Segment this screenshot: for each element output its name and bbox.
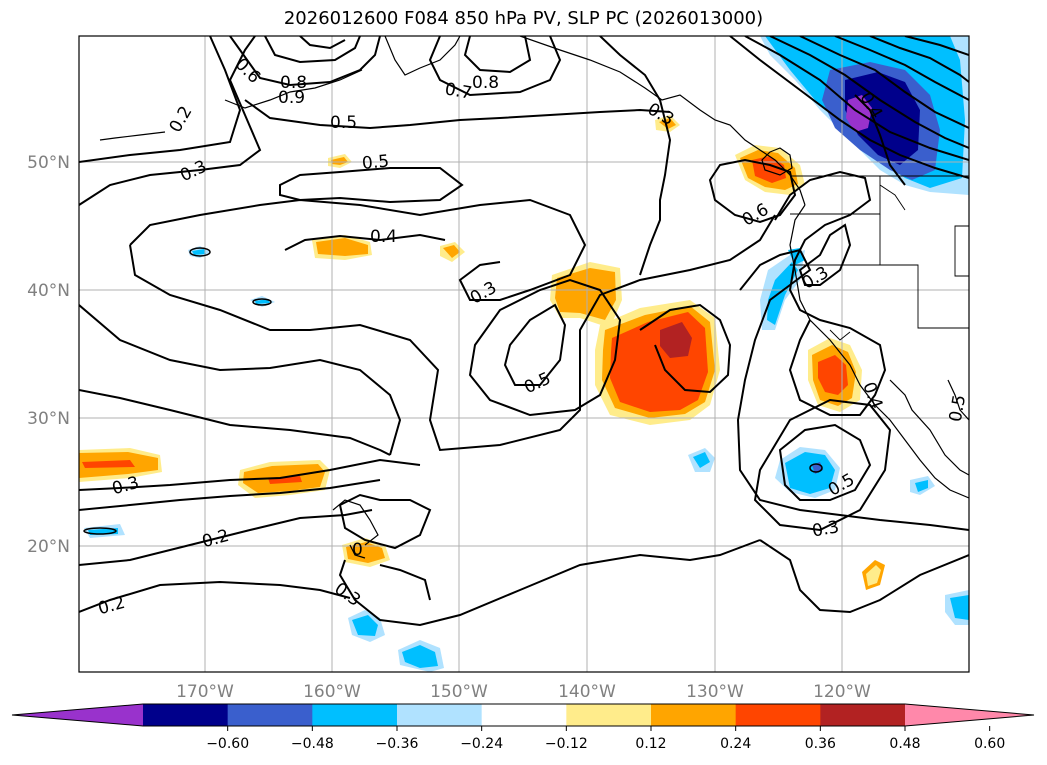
colorbar-tick-label: −0.60: [206, 736, 249, 752]
colorbar-extend-low: [12, 704, 143, 726]
lon-label-130w: 130°W: [686, 682, 744, 702]
contour-label: 0.5: [361, 152, 390, 174]
colorbar-bin: [651, 704, 737, 726]
colorbar-bin: [735, 704, 821, 726]
lat-label-40n: 40°N: [27, 281, 70, 301]
contour-label: 0.5: [330, 113, 357, 133]
colorbar-tick-label: 0.12: [635, 736, 666, 752]
colorbar-bin: [566, 704, 652, 726]
graticule: [79, 36, 969, 672]
colorbar-bin: [397, 704, 483, 726]
lon-label-150w: 150°W: [430, 682, 488, 702]
map-area: 0.2 0.3 0.6 0.8 0.9 0.7 0.8 0.5 0.5 0.3 …: [79, 36, 970, 672]
longitude-labels: 170°W 160°W 150°W 140°W 130°W 120°W: [176, 682, 871, 702]
pv-positive-fills: [79, 115, 885, 590]
colorbar-bin: [312, 704, 398, 726]
colorbar-bin: [481, 704, 567, 726]
colorbar-tick-label: 0.36: [805, 736, 836, 752]
colorbar-outline: [11, 703, 1035, 727]
lat-label-20n: 20°N: [27, 537, 70, 557]
colorbar-tick-label: −0.48: [291, 736, 334, 752]
map-frame: [78, 35, 970, 673]
contour-label: 0.9: [278, 88, 305, 108]
contour-label: 0: [352, 540, 363, 560]
latitude-labels: 50°N 40°N 30°N 20°N: [27, 153, 70, 557]
colorbar: −0.60 −0.48 −0.36 −0.24 −0.12 0.12 0.24 0.36 0.4…: [11, 703, 1035, 752]
pv-contours: [79, 36, 969, 627]
lon-label-120w: 120°W: [813, 682, 871, 702]
colorbar-tick-label: −0.36: [376, 736, 419, 752]
map-title: 2026012600 F084 850 hPa PV, SLP PC (2026…: [283, 8, 764, 29]
lat-label-50n: 50°N: [27, 153, 70, 173]
colorbar-extend-high: [905, 704, 1034, 726]
borders: [790, 175, 969, 341]
contour-label: 0.4: [370, 227, 397, 247]
colorbar-bin: [227, 704, 313, 726]
colorbar-tick-label: 0.48: [889, 736, 920, 752]
contour-label: 0.8: [472, 73, 499, 93]
colorbar-tick-label: 0.60: [974, 736, 1005, 752]
contour-label: 0.3: [811, 517, 841, 541]
contour-label: 0.5: [946, 393, 970, 423]
small-contour-rings: [83, 247, 823, 535]
lon-label-170w: 170°W: [176, 682, 234, 702]
contour-label: 0.8: [280, 73, 307, 93]
colorbar-tick-label: −0.12: [545, 736, 588, 752]
lon-label-140w: 140°W: [558, 682, 616, 702]
lat-label-30n: 30°N: [27, 409, 70, 429]
colorbar-tick-label: 0.24: [720, 736, 751, 752]
colorbar-bin: [143, 704, 229, 726]
contour-label: 0.7: [443, 79, 473, 103]
colorbar-bin: [820, 704, 906, 726]
colorbar-tick-label: −0.24: [460, 736, 503, 752]
lon-label-160w: 160°W: [303, 682, 361, 702]
coastlines: [99, 36, 969, 559]
